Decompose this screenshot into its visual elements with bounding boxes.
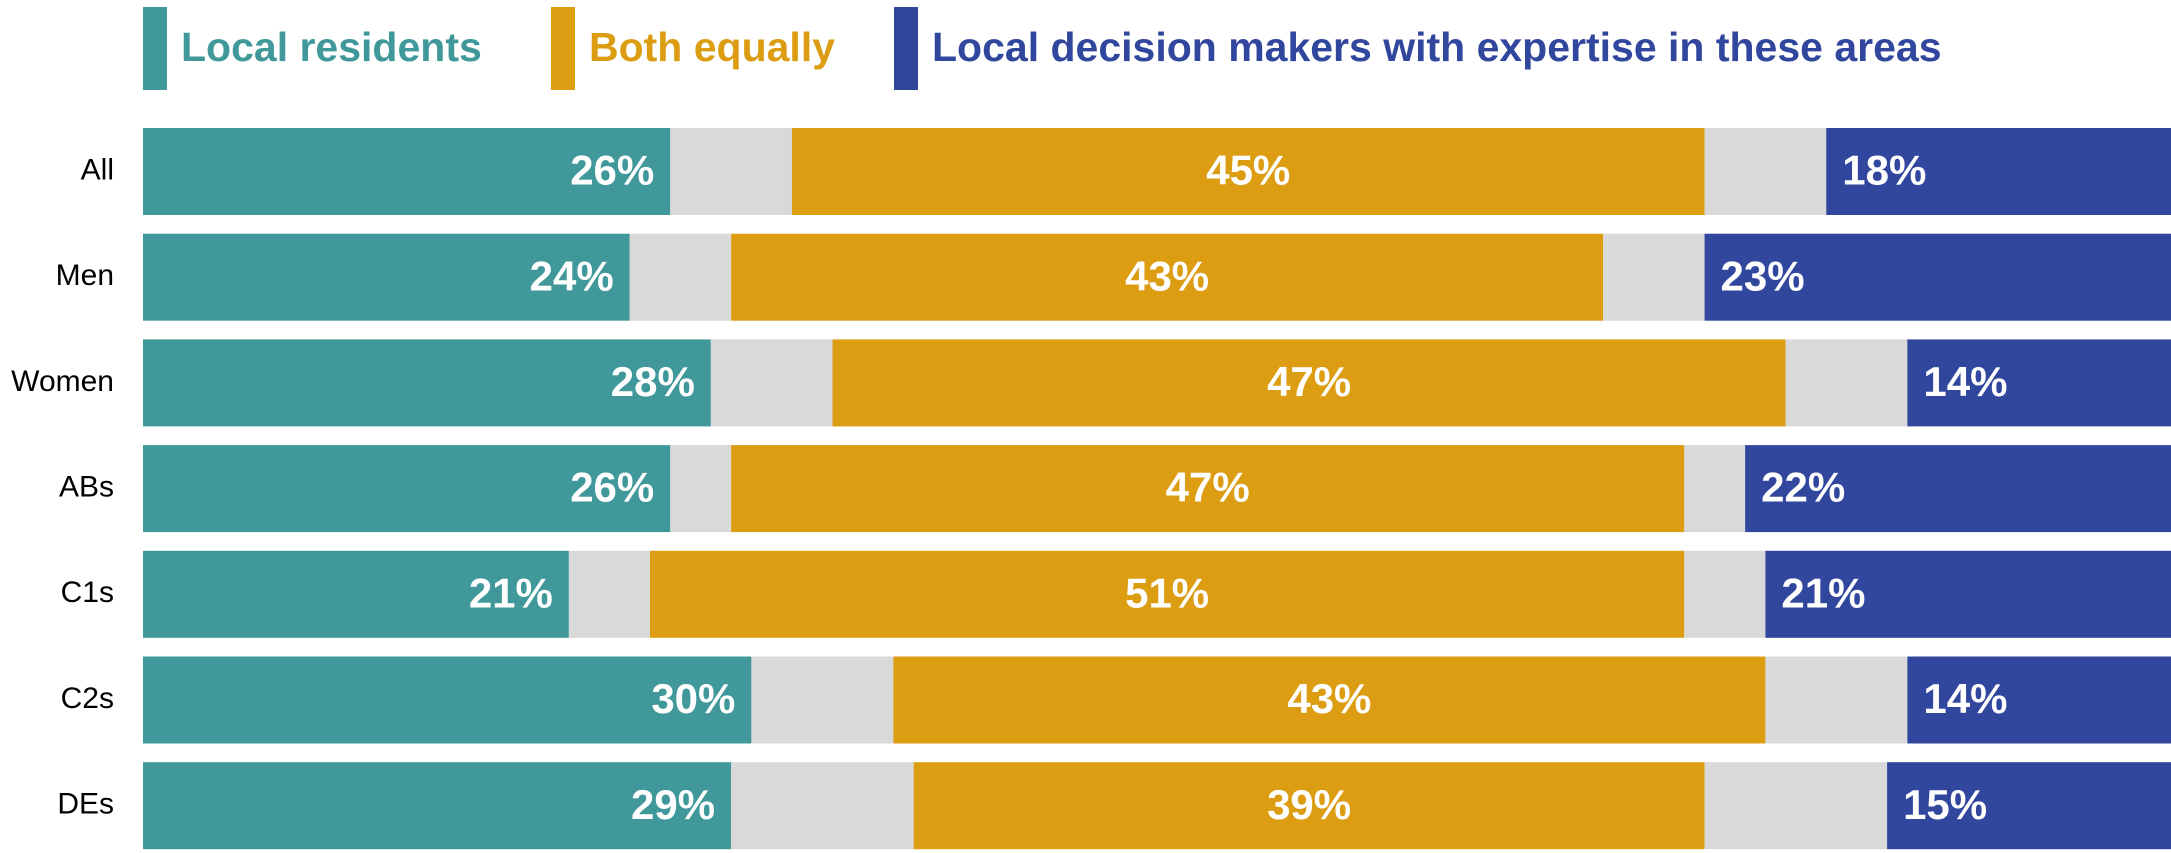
bar-segment xyxy=(1745,445,2171,533)
value-label: 26% xyxy=(570,464,654,511)
category-label: Men xyxy=(56,259,114,292)
category-label: All xyxy=(81,153,114,186)
bar-segment xyxy=(1765,550,2171,638)
legend-label: Both equally xyxy=(589,24,835,70)
value-label: 28% xyxy=(611,358,695,405)
bar-segment xyxy=(143,128,671,215)
bar-segment xyxy=(143,339,711,427)
value-label: 26% xyxy=(570,147,654,194)
bar-segment xyxy=(143,233,630,321)
value-label: 23% xyxy=(1721,252,1805,299)
bar-segment xyxy=(143,445,671,533)
legend-swatch xyxy=(551,7,575,90)
plot xyxy=(143,128,2171,850)
value-label: 51% xyxy=(1125,569,1209,616)
value-label: 45% xyxy=(1206,147,1290,194)
bar-segment xyxy=(1826,128,2171,215)
bar-segment xyxy=(670,128,792,215)
value-label: 43% xyxy=(1125,252,1209,299)
bar-segment xyxy=(670,445,732,533)
legend-label: Local decision makers with expertise in … xyxy=(932,24,1942,70)
value-label: 29% xyxy=(631,781,715,828)
bar-segment xyxy=(1765,656,1908,744)
bar-segment xyxy=(1684,445,1746,533)
bar-segment xyxy=(1704,128,1827,215)
bar-segment xyxy=(1785,339,1908,427)
category-label: C2s xyxy=(61,682,114,715)
bar-segment xyxy=(893,656,1766,744)
category-label: DEs xyxy=(57,788,114,821)
category-label: ABs xyxy=(59,471,114,504)
category-label: Women xyxy=(11,365,114,398)
bar-segment xyxy=(731,762,914,850)
legend-swatch xyxy=(894,7,918,90)
value-label: 14% xyxy=(1923,358,2007,405)
value-label: 43% xyxy=(1287,675,1371,722)
bar-segment xyxy=(1704,762,1888,850)
value-label: 14% xyxy=(1923,675,2007,722)
legend: Local residents Both equally Local decisio… xyxy=(143,7,1942,90)
bar-segment xyxy=(832,339,1786,427)
value-label: 47% xyxy=(1267,358,1351,405)
bar-segment xyxy=(791,128,1705,215)
labels: All 26% 45% 18% Men 24% 43% 23% Women 28% 47% 14% AB… xyxy=(11,147,2007,828)
value-label: 39% xyxy=(1267,781,1351,828)
bar-segment xyxy=(731,233,1604,321)
bar-segment xyxy=(1684,550,1766,638)
value-label: 21% xyxy=(469,569,553,616)
bar-segment xyxy=(143,550,569,638)
bar-segment xyxy=(751,656,894,744)
value-label: 24% xyxy=(530,252,614,299)
value-label: 22% xyxy=(1761,464,1845,511)
value-label: 47% xyxy=(1166,464,1250,511)
bar-segment xyxy=(143,762,732,850)
bar-segment xyxy=(629,233,732,321)
bar-segment xyxy=(1603,233,1705,321)
bar-segment xyxy=(913,762,1705,850)
bar-segment xyxy=(731,445,1685,533)
value-label: 15% xyxy=(1903,781,1987,828)
bar-segment xyxy=(710,339,833,427)
bar-segment xyxy=(650,550,1685,638)
bar-segment xyxy=(143,656,752,744)
bar-segment xyxy=(1704,233,2171,321)
value-label: 30% xyxy=(651,675,735,722)
value-label: 18% xyxy=(1842,147,1926,194)
bar-segment xyxy=(1887,762,2171,850)
category-label: C1s xyxy=(61,576,114,609)
legend-label: Local residents xyxy=(181,24,482,70)
value-label: 21% xyxy=(1781,569,1865,616)
bar-segment xyxy=(1907,656,2171,744)
legend-swatch xyxy=(143,7,167,90)
bar-segment xyxy=(568,550,650,638)
bar-segment xyxy=(1907,339,2171,427)
